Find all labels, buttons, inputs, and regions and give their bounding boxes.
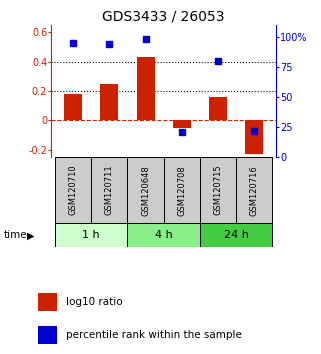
Bar	[100, 84, 118, 120]
Text: GSM120715: GSM120715	[213, 165, 222, 216]
Text: percentile rank within the sample: percentile rank within the sample	[66, 330, 242, 340]
Bar	[173, 120, 191, 128]
Bar	[136, 57, 155, 120]
Text: log10 ratio: log10 ratio	[66, 297, 122, 307]
Text: GSM120710: GSM120710	[69, 165, 78, 216]
Point	[252, 128, 257, 133]
FancyBboxPatch shape	[55, 157, 91, 223]
Text: 4 h: 4 h	[155, 230, 173, 240]
Bar	[39, 293, 56, 311]
Point	[215, 58, 221, 64]
Point	[179, 129, 184, 135]
FancyBboxPatch shape	[55, 223, 127, 247]
Point	[71, 40, 76, 46]
FancyBboxPatch shape	[200, 223, 273, 247]
FancyBboxPatch shape	[127, 223, 200, 247]
Bar	[64, 94, 82, 120]
FancyBboxPatch shape	[91, 157, 127, 223]
Text: GSM120708: GSM120708	[177, 165, 186, 216]
Point	[143, 36, 148, 42]
Text: 24 h: 24 h	[224, 230, 249, 240]
Text: GSM120711: GSM120711	[105, 165, 114, 216]
FancyBboxPatch shape	[236, 157, 273, 223]
FancyBboxPatch shape	[200, 157, 236, 223]
Bar	[39, 326, 56, 344]
Bar	[245, 120, 263, 154]
Text: time: time	[3, 230, 27, 240]
Bar	[209, 97, 227, 120]
Point	[107, 41, 112, 47]
FancyBboxPatch shape	[164, 157, 200, 223]
Text: GSM120716: GSM120716	[250, 165, 259, 216]
Text: GSM120648: GSM120648	[141, 165, 150, 216]
Title: GDS3433 / 26053: GDS3433 / 26053	[102, 10, 225, 24]
FancyBboxPatch shape	[127, 157, 164, 223]
Text: 1 h: 1 h	[82, 230, 100, 240]
Text: ▶: ▶	[27, 230, 35, 240]
